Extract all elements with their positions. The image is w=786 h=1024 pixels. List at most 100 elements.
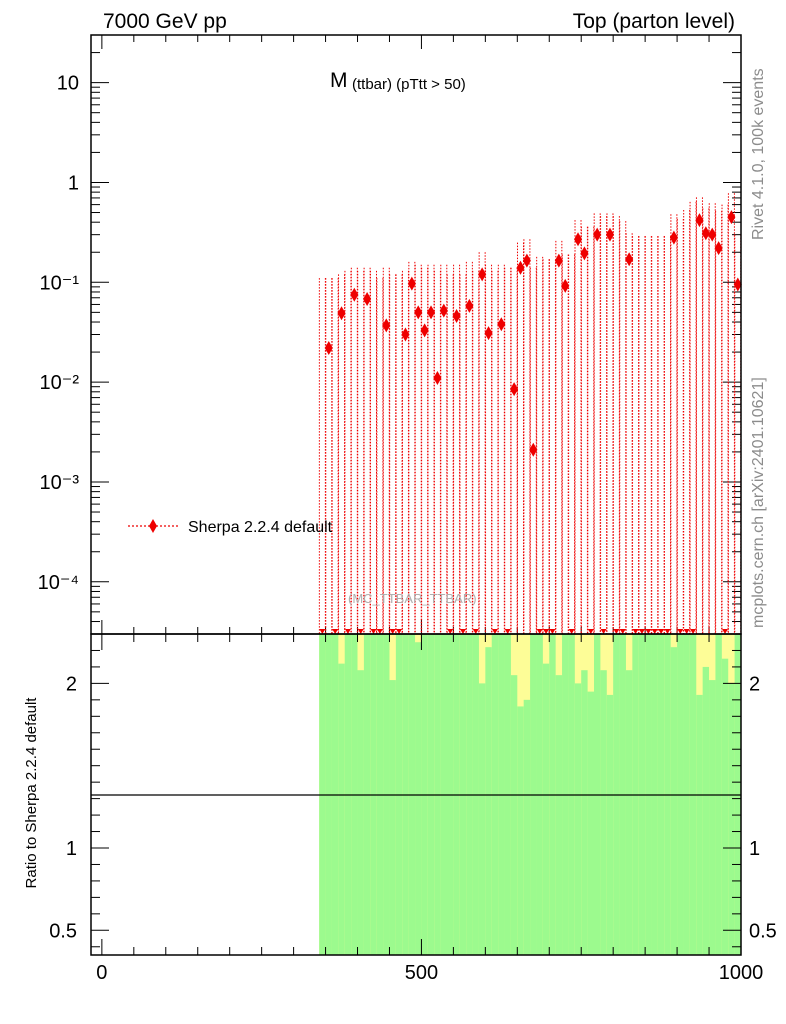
data-point bbox=[516, 260, 525, 275]
inner-band-bin bbox=[517, 706, 525, 955]
underflow-arrow bbox=[370, 629, 377, 634]
inner-band-bin bbox=[600, 670, 608, 955]
underflow-arrow bbox=[459, 629, 466, 634]
inner-band-bin bbox=[606, 694, 614, 955]
data-point bbox=[465, 298, 474, 313]
x-tick-label: 1000 bbox=[719, 962, 764, 984]
process-label: Top (parton level) bbox=[573, 10, 735, 33]
plot-title: M bbox=[330, 69, 348, 92]
legend-marker bbox=[149, 519, 157, 533]
inner-band-bin bbox=[721, 658, 729, 955]
data-point bbox=[605, 227, 614, 242]
ratio-y-tick-label: 1 bbox=[66, 838, 77, 860]
underflow-arrow bbox=[472, 629, 479, 634]
underflow-arrow bbox=[690, 629, 697, 634]
data-point bbox=[452, 308, 461, 323]
inner-band-bin bbox=[542, 663, 550, 955]
collision-energy-label: 7000 GeV pp bbox=[103, 10, 227, 33]
ratio-panel-frame bbox=[90, 633, 742, 956]
data-point bbox=[439, 303, 448, 318]
data-point bbox=[433, 371, 442, 386]
underflow-arrow bbox=[447, 629, 454, 634]
inner-band-bin bbox=[555, 675, 563, 955]
data-point bbox=[580, 246, 589, 261]
inner-band-bin bbox=[523, 699, 531, 955]
ratio-y-tick-label-right: 2 bbox=[749, 673, 760, 695]
underflow-arrow bbox=[491, 629, 498, 634]
data-point bbox=[714, 241, 723, 256]
ratio-y-tick-label-right: 1 bbox=[749, 838, 760, 860]
data-point bbox=[727, 210, 736, 225]
ratio-y-tick-label: 2 bbox=[66, 673, 77, 695]
underflow-arrow bbox=[504, 629, 511, 634]
underflow-arrow bbox=[651, 629, 658, 634]
y-tick-label: 1 bbox=[68, 172, 79, 194]
data-point bbox=[382, 318, 391, 333]
data-point bbox=[701, 226, 710, 241]
ratio-axis-label: Ratio to Sherpa 2.2.4 default bbox=[23, 697, 40, 889]
main-panel-frame bbox=[90, 34, 742, 635]
data-point bbox=[414, 305, 423, 320]
underflow-arrow bbox=[677, 629, 684, 634]
inner-band-bin bbox=[338, 663, 346, 955]
inner-band-bin bbox=[574, 683, 582, 955]
inner-band-bin bbox=[485, 647, 493, 955]
underflow-arrow bbox=[632, 629, 639, 634]
inner-band-bin bbox=[389, 680, 397, 955]
underflow-arrow bbox=[357, 629, 364, 634]
underflow-arrow bbox=[600, 629, 607, 634]
underflow-arrow bbox=[376, 629, 383, 634]
underflow-arrow bbox=[396, 629, 403, 634]
inner-band-bin bbox=[709, 680, 716, 955]
inner-band-bin bbox=[478, 683, 486, 955]
rivet-version-label: Rivet 4.1.0, 100k events bbox=[750, 68, 767, 240]
data-point bbox=[363, 292, 372, 307]
underflow-arrow bbox=[619, 629, 626, 634]
data-point bbox=[625, 252, 634, 267]
data-point bbox=[510, 382, 519, 397]
y-tick-label: 10⁻⁴ bbox=[38, 572, 79, 594]
y-tick-label: 10⁻² bbox=[40, 372, 80, 394]
underflow-arrow bbox=[568, 629, 575, 634]
underflow-arrow bbox=[543, 629, 550, 634]
y-tick-label: 10⁻³ bbox=[40, 472, 80, 494]
data-point bbox=[407, 276, 416, 291]
inner-band-bin bbox=[357, 670, 365, 955]
underflow-arrow bbox=[722, 629, 729, 634]
main-panel-ticks: 10 1 10⁻¹ 10⁻² 10⁻³ 10⁻⁴ bbox=[38, 34, 742, 635]
underflow-arrow bbox=[645, 629, 652, 634]
underflow-arrow bbox=[658, 629, 665, 634]
underflow-arrow bbox=[344, 629, 351, 634]
y-tick-label: 10⁻¹ bbox=[40, 272, 80, 294]
analysis-watermark: (MC_TTBAR_TTBAR) bbox=[348, 591, 477, 606]
ratio-panel-ticks: 2 2 1 1 0.5 0.5 0 500 1000 bbox=[49, 633, 777, 984]
underflow-arrow bbox=[549, 629, 556, 634]
legend: Sherpa 2.2.4 default bbox=[128, 519, 333, 536]
data-point bbox=[427, 305, 436, 320]
inner-band-bin bbox=[696, 694, 704, 955]
data-point bbox=[733, 277, 742, 292]
underflow-arrow bbox=[613, 629, 620, 634]
mcplots-credit-label: mcplots.cern.ch [arXiv:2401.10621] bbox=[750, 377, 767, 628]
inner-band-bin bbox=[581, 670, 589, 955]
legend-label: Sherpa 2.2.4 default bbox=[188, 519, 333, 536]
data-point bbox=[593, 227, 602, 242]
data-point bbox=[337, 306, 346, 321]
underflow-arrow bbox=[319, 629, 326, 634]
data-point bbox=[561, 278, 570, 293]
plot-title-subscript: (ttbar) (pTtt > 50) bbox=[352, 76, 466, 93]
data-point bbox=[708, 227, 717, 242]
underflow-arrow bbox=[638, 629, 645, 634]
x-tick-label: 0 bbox=[96, 962, 107, 984]
y-tick-label: 10 bbox=[57, 73, 79, 95]
inner-band-bin bbox=[625, 670, 633, 955]
data-point bbox=[554, 253, 563, 268]
data-point bbox=[350, 287, 359, 302]
ratio-y-tick-label: 0.5 bbox=[49, 920, 77, 942]
data-point bbox=[529, 442, 538, 457]
underflow-arrow bbox=[332, 629, 339, 634]
inner-band-bin bbox=[670, 647, 678, 955]
data-point bbox=[484, 326, 493, 341]
x-tick-label: 500 bbox=[405, 962, 438, 984]
